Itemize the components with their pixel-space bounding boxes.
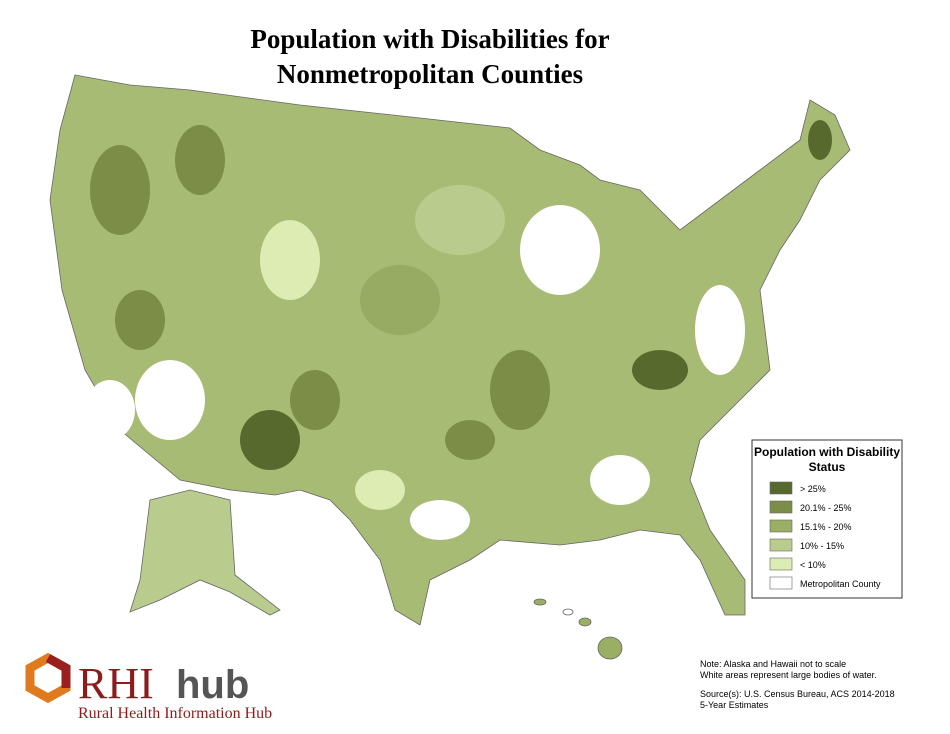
- note: White areas represent large bodies of wa…: [700, 670, 877, 680]
- legend-swatch: [769, 481, 793, 495]
- note: Note: Alaska and Hawaii not to scale: [700, 659, 846, 669]
- legend-swatch: [769, 557, 793, 571]
- logo-brand: RHI: [78, 659, 154, 708]
- logo: RHI hub Rural Health Information Hub: [25, 652, 272, 722]
- legend-box: [751, 439, 903, 599]
- alaska: [129, 489, 281, 616]
- title-line: Population with Disabilities for: [250, 24, 609, 54]
- legend-swatch: [769, 576, 793, 590]
- legend-swatch: [769, 519, 793, 533]
- logo-tagline: Rural Health Information Hub: [78, 705, 272, 722]
- legend-label: 20.1% - 25%: [800, 503, 852, 513]
- logo-icon: [45, 654, 71, 688]
- county-patches: [85, 120, 832, 540]
- legend: Population with Disability Status > 25% 2…: [751, 439, 903, 599]
- logo-brand-suffix: hub: [176, 663, 249, 707]
- source: Source(s): U.S. Census Bureau, ACS 2014-…: [700, 689, 895, 699]
- hawaii: [533, 598, 623, 660]
- title-line: Nonmetropolitan Counties: [277, 59, 583, 89]
- legend-label: 15.1% - 20%: [800, 522, 852, 532]
- legend-title: Population with Disability: [754, 445, 900, 459]
- legend-label: 10% - 15%: [800, 541, 844, 551]
- legend-label: Metropolitan County: [800, 579, 881, 589]
- contiguous-us: [49, 74, 851, 626]
- legend-label: > 25%: [800, 484, 826, 494]
- legend-title: Status: [809, 460, 846, 474]
- map: [49, 74, 851, 660]
- legend-swatch: [769, 500, 793, 514]
- legend-label: < 10%: [800, 560, 826, 570]
- source: 5-Year Estimates: [700, 700, 769, 710]
- legend-swatch: [769, 538, 793, 552]
